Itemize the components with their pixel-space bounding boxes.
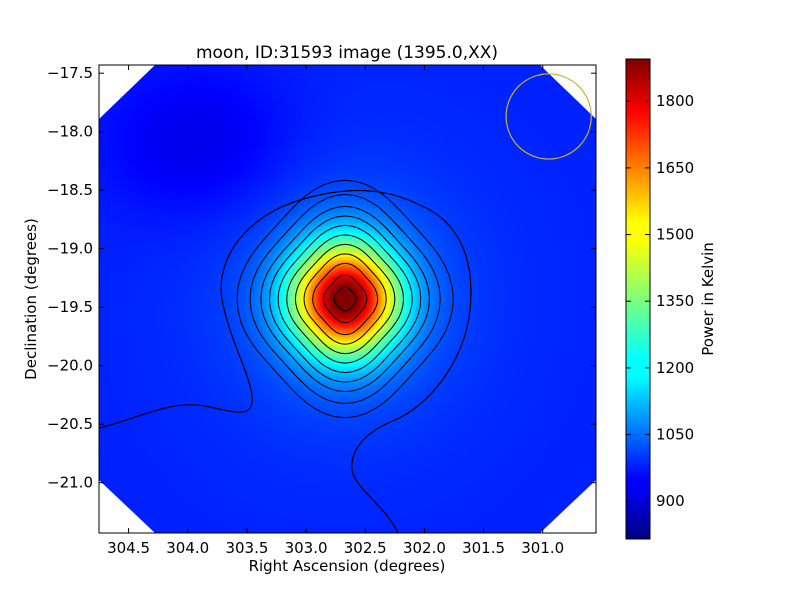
- colorbar-tick-label: 900: [656, 492, 685, 510]
- mask-corner-top-right: [540, 65, 596, 119]
- colorbar-tick-label: 1800: [656, 92, 694, 110]
- contour-line-1: [333, 286, 357, 312]
- x-tick-label: 304.0: [166, 539, 209, 557]
- y-tick-label: −19.5: [47, 298, 93, 316]
- y-axis-ticks: −17.5 −18.0 −18.5 −19.0 −19.5 −20.0 −20.5 −21.0: [47, 64, 596, 492]
- y-tick-label: −21.0: [47, 474, 93, 492]
- colorbar-tick-label: 1050: [656, 426, 694, 444]
- contour-line-8: [268, 215, 422, 383]
- contour-line-3: [312, 262, 379, 336]
- y-tick-label: −18.0: [47, 123, 93, 141]
- colorbar-tick-label: 1200: [656, 359, 694, 377]
- contour-line-2: [322, 274, 368, 324]
- mask-corner-bottom-right: [540, 480, 596, 533]
- contour-line-5: [294, 243, 396, 355]
- x-tick-label: 303.0: [285, 539, 328, 557]
- y-tick-label: −20.5: [47, 415, 93, 433]
- x-tick-label: 302.5: [344, 539, 387, 557]
- contour-line-outer: [99, 189, 472, 533]
- heatmap-image: [99, 65, 596, 533]
- colorbar-tick-label: 1500: [656, 226, 694, 244]
- x-tick-label: 301.0: [521, 539, 564, 557]
- x-tick-label: 302.0: [403, 539, 446, 557]
- contour-line-6: [286, 234, 404, 364]
- y-tick-label: −18.5: [47, 181, 93, 199]
- colorbar-tick-label: 1650: [656, 159, 694, 177]
- contour-lines: [99, 179, 472, 533]
- y-tick-label: −19.0: [47, 240, 93, 258]
- contour-line-9: [260, 205, 430, 393]
- x-tick-label: 304.5: [107, 539, 150, 557]
- x-tick-label: 301.5: [462, 539, 505, 557]
- mask-corner-bottom-left: [99, 480, 155, 533]
- colorbar-ticks: 900 1050 1200 1350 1500 1650 1800: [626, 92, 694, 510]
- colorbar: [625, 58, 651, 540]
- plot-frame: [98, 64, 597, 534]
- colorbar-label: Power in Kelvin: [699, 242, 717, 356]
- contour-line-4: [303, 253, 387, 345]
- contour-line-10: [249, 193, 441, 405]
- beam-circle: [505, 73, 592, 160]
- colorbar-tick-label: 1350: [656, 292, 694, 310]
- chart-title: moon, ID:31593 image (1395.0,XX): [196, 43, 498, 63]
- heatmap-raster: [99, 65, 596, 533]
- contour-line-11: [236, 179, 454, 419]
- x-axis-ticks: 304.5 304.0 303.5 303.0 302.5 302.0 301.5 301.0: [107, 65, 564, 557]
- contour-line-7: [277, 224, 413, 374]
- y-tick-label: −17.5: [47, 64, 93, 82]
- x-tick-label: 303.5: [225, 539, 268, 557]
- y-axis-label: Declination (degrees): [22, 218, 40, 380]
- mask-corner-top-left: [99, 65, 155, 119]
- y-tick-label: −20.0: [47, 357, 93, 375]
- x-axis-label: Right Ascension (degrees): [249, 557, 446, 575]
